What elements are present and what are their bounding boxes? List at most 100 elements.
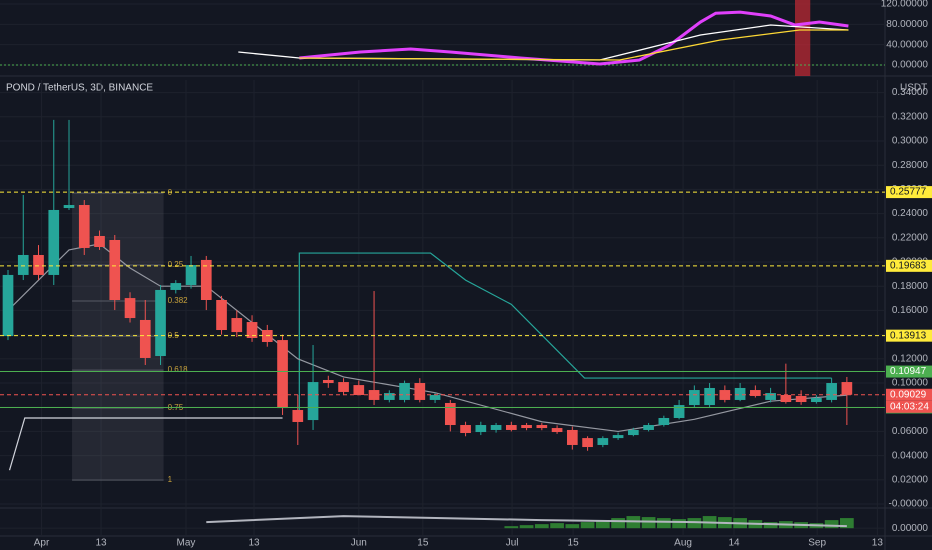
fib-label: 0.25: [168, 260, 184, 269]
fib-label: 1: [168, 475, 173, 484]
currency: USDT: [900, 83, 927, 94]
price-tag: [886, 388, 932, 401]
fib-label: 0.618: [168, 365, 189, 374]
y-tick-label: 0.12000: [892, 353, 929, 364]
candle-body: [307, 382, 319, 421]
candle-body: [94, 235, 105, 247]
bar: [656, 518, 671, 529]
candle-body: [155, 289, 166, 357]
candle-body: [475, 425, 487, 433]
bar: [550, 523, 564, 529]
bar: [580, 522, 595, 529]
x-tick-label: 15: [417, 538, 429, 549]
candle-body: [170, 283, 182, 290]
candle-body: [582, 438, 593, 448]
price-tag-label: 0.25777: [890, 187, 927, 198]
x-tick-label: May: [177, 538, 196, 549]
candle-body: [689, 390, 700, 406]
x-tick-label: 13: [872, 538, 884, 549]
x-tick-label: Sep: [808, 538, 826, 549]
y-tick-label: 80.00000: [886, 19, 928, 30]
x-tick-label: Jul: [506, 538, 519, 549]
candle-body: [338, 382, 349, 392]
symbol-title: POND / TetherUS, 3D, BINANCE: [6, 83, 153, 94]
highlight-band: [795, 0, 811, 76]
y-tick-label: 0.10000: [892, 378, 929, 389]
y-tick-label: 0.24000: [892, 208, 929, 219]
candle-body: [826, 383, 837, 400]
price-tag-label: 0.10947: [890, 366, 927, 377]
series-line: [238, 24, 849, 61]
price-tag-label: 0.13913: [890, 330, 927, 341]
series-line: [299, 29, 849, 61]
y-tick-label: 40.00000: [886, 39, 928, 50]
candle-body: [139, 319, 151, 358]
y-tick-label: 0.34000: [892, 87, 929, 98]
candle-body: [551, 428, 563, 433]
candle-body: [48, 209, 60, 275]
y-tick-label: 0.32000: [892, 111, 929, 122]
candle-body: [353, 385, 365, 395]
x-tick-label: Jun: [351, 538, 367, 549]
x-tick-label: 13: [95, 538, 107, 549]
bar: [672, 519, 686, 529]
y-tick-label: 0.00000: [892, 60, 929, 71]
candle-body: [444, 402, 456, 426]
candle-body: [322, 379, 334, 384]
candle-body: [734, 387, 746, 400]
candle-body: [109, 239, 121, 301]
candle-body: [658, 417, 670, 426]
indicator-line: [298, 252, 832, 418]
candle-body: [673, 405, 685, 418]
candle-body: [429, 394, 441, 400]
candle-body: [566, 429, 578, 445]
candle-body: [246, 322, 258, 339]
candle-body: [505, 425, 517, 430]
candle-body: [750, 390, 761, 396]
bar: [611, 518, 625, 529]
candle-body: [216, 300, 227, 331]
countdown-tag: [886, 400, 932, 413]
candle-body: [536, 425, 548, 429]
candle-body: [521, 425, 532, 429]
candle-body: [414, 383, 426, 400]
bar: [565, 524, 580, 529]
price-tag: [886, 329, 932, 342]
oscillator-line: [206, 515, 847, 528]
candle-body: [17, 254, 29, 275]
x-tick-label: 13: [248, 538, 260, 549]
bar: [840, 518, 854, 529]
candle-body: [490, 425, 502, 430]
candle-body: [78, 205, 90, 248]
candle-body: [185, 265, 197, 285]
candle-body: [704, 387, 715, 406]
y-tick-label: 0.30000: [892, 136, 929, 147]
candle-body: [795, 395, 807, 403]
x-tick-label: Apr: [34, 538, 50, 549]
series-line: [299, 10, 849, 66]
candle-body: [628, 429, 639, 436]
candle-body: [2, 274, 14, 337]
y-tick-label: 0.04000: [892, 450, 929, 461]
y-tick-label: 0.06000: [892, 426, 929, 437]
candle-body: [383, 393, 395, 400]
candle-body: [841, 382, 853, 395]
y-tick-label: 0.16000: [892, 305, 929, 316]
price-tag: [886, 186, 932, 199]
candle-body: [597, 438, 609, 445]
x-tick-label: 14: [728, 538, 740, 549]
candle-body: [200, 259, 212, 301]
price-tag-label: 0.19683: [890, 260, 927, 271]
bar: [641, 517, 656, 529]
y-tick-label: 0.18000: [892, 281, 929, 292]
y-tick-label: 0.00000: [892, 523, 929, 534]
bar: [824, 520, 839, 529]
candle-body: [33, 254, 44, 275]
bar: [687, 518, 702, 529]
candle-body: [612, 435, 624, 439]
candle-body: [643, 425, 654, 430]
candle-body: [292, 410, 304, 422]
